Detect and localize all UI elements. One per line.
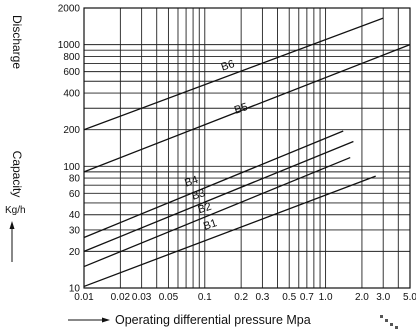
series-line-b5 [83,44,411,173]
series-lines [83,17,411,288]
x-tick-label: 3.0 [376,292,390,303]
y-up-arrow-icon [9,221,15,262]
series-label-b6: B6 [220,58,237,74]
y-tick-label: 10 [69,284,81,295]
corner-dashes-decoration [380,315,398,329]
series-label-b4: B4 [183,174,200,190]
x-tick-label: 0.7 [300,292,314,303]
series-label-b2: B2 [196,201,213,217]
y-unit: Kg/h [5,205,26,216]
x-tick-label: 0.03 [132,292,152,303]
y-label-main: Discharge [10,15,24,69]
y-tick-label: 40 [69,210,81,221]
series-line-b2 [83,156,351,268]
y-tick-label: 200 [63,125,80,136]
y-tick-label: 20 [69,247,81,258]
series-label-b5: B5 [233,101,250,117]
series-line-b1 [83,175,376,288]
y-tick-label: 800 [63,52,80,63]
y-tick-label: 600 [63,67,80,78]
x-tick-labels: 0.01 0.02 0.03 0.05 0.1 0.2 0.3 0.5 0.7 1.0 2.0 3.0… [74,292,416,303]
series-label-b3: B3 [190,187,207,203]
y-tick-label: 2000 [58,4,81,15]
y-tick-label: 1000 [58,40,81,51]
x-tick-label: 0.5 [282,292,296,303]
x-tick-label: 5.0 [403,292,416,303]
y-tick-label: 400 [63,89,80,100]
x-tick-label: 0.01 [74,292,94,303]
series-label-b1: B1 [202,217,219,233]
y-label-secondary: Capacity [10,151,24,198]
x-right-arrow-icon [68,317,110,323]
x-tick-label: 0.05 [159,292,179,303]
x-tick-label: 0.1 [198,292,212,303]
y-tick-label: 80 [69,174,81,185]
x-tick-label: 0.02 [111,292,131,303]
x-tick-label: 2.0 [355,292,369,303]
plot-frame [83,7,411,289]
x-tick-label: 0.2 [234,292,248,303]
y-tick-label: 30 [69,225,81,236]
series-line-b6 [83,17,384,131]
x-tick-label: 1.0 [319,292,333,303]
y-tick-label: 60 [69,189,81,200]
series-line-b3 [83,140,354,252]
x-tick-label: 0.3 [255,292,269,303]
x-axis-label: Operating differential pressure Mpa [115,313,311,327]
y-tick-label: 100 [63,162,80,173]
series-line-b4 [83,130,344,239]
